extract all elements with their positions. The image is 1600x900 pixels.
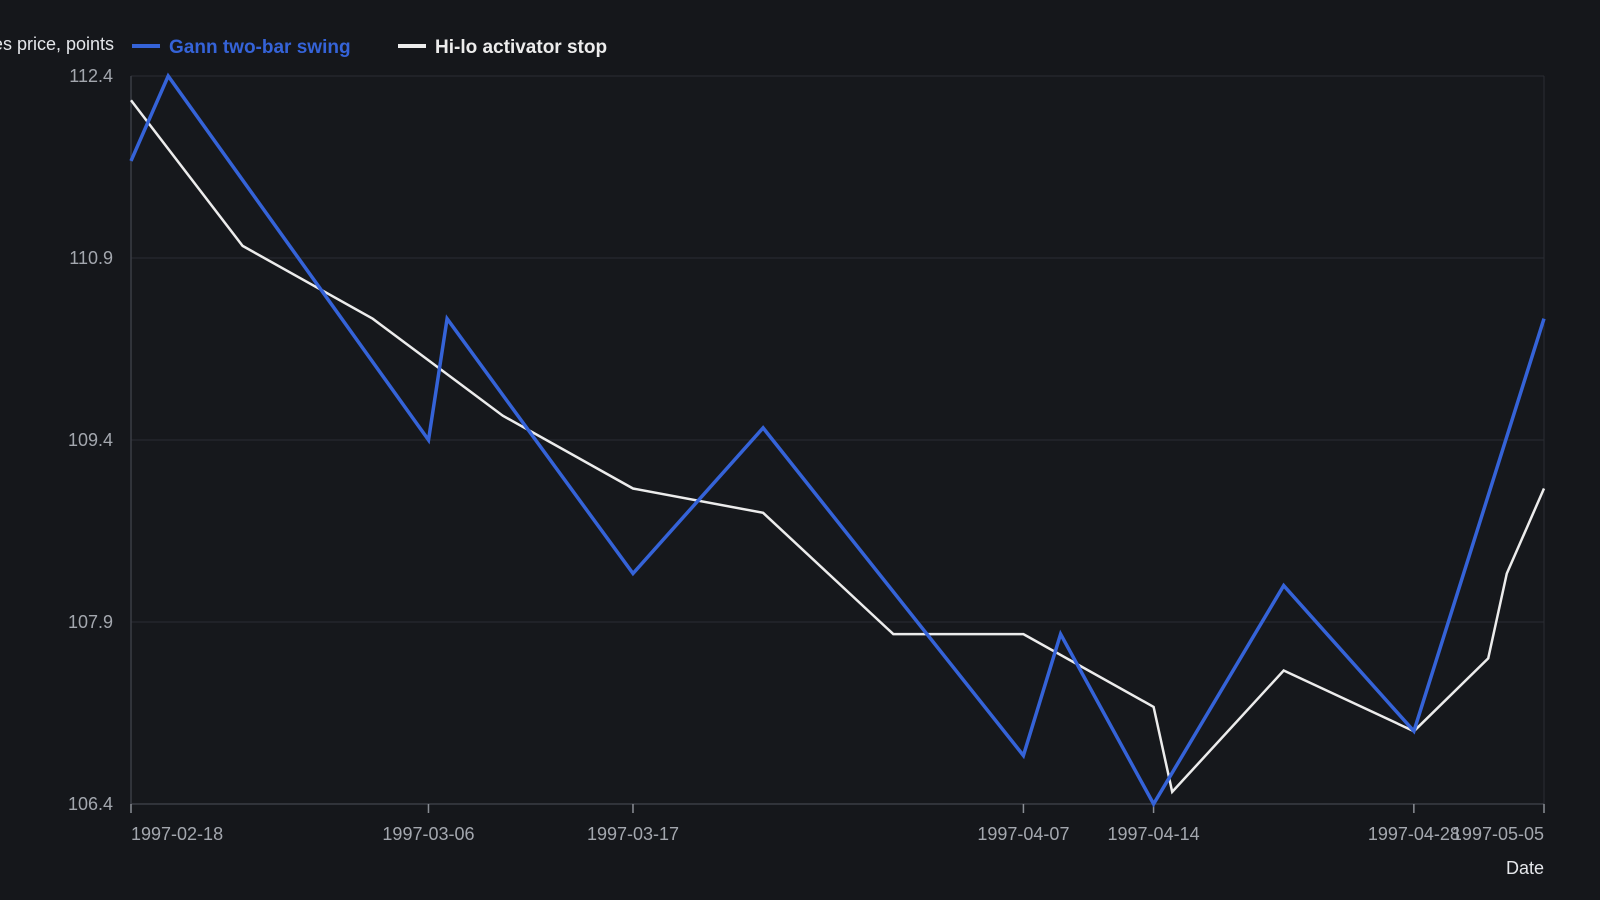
- legend: Gann two-bar swing Hi-lo activator stop: [132, 37, 607, 58]
- y-tick-label: 106.4: [68, 794, 113, 814]
- x-tick-label: 1997-03-06: [382, 824, 474, 844]
- x-tick-label: 1997-05-05: [1452, 824, 1544, 844]
- x-tick-label: 1997-04-07: [977, 824, 1069, 844]
- series-line-1: [130, 99, 1546, 795]
- x-tick-label: 1997-04-14: [1108, 824, 1200, 844]
- y-axis-title: Futures price, points: [0, 34, 114, 54]
- x-tick-label: 1997-04-28: [1368, 824, 1460, 844]
- y-tick-label: 112.4: [69, 66, 113, 86]
- y-tick-label: 109.4: [68, 430, 113, 450]
- x-tick-label: 1997-03-17: [587, 824, 679, 844]
- y-tick-label: 107.9: [68, 612, 113, 632]
- legend-label: Hi-lo activator stop: [435, 37, 607, 58]
- series-lines: [129, 72, 1546, 808]
- axes: 106.4 107.9 109.4 110.9 112.4 1997-02-18 1997-…: [68, 66, 1545, 844]
- x-axis-title: Date: [1506, 858, 1544, 878]
- legend-label: Gann two-bar swing: [169, 37, 351, 58]
- x-tick-label: 1997-02-18: [131, 824, 223, 844]
- series-line-0: [129, 72, 1546, 808]
- y-tick-label: 110.9: [69, 248, 113, 268]
